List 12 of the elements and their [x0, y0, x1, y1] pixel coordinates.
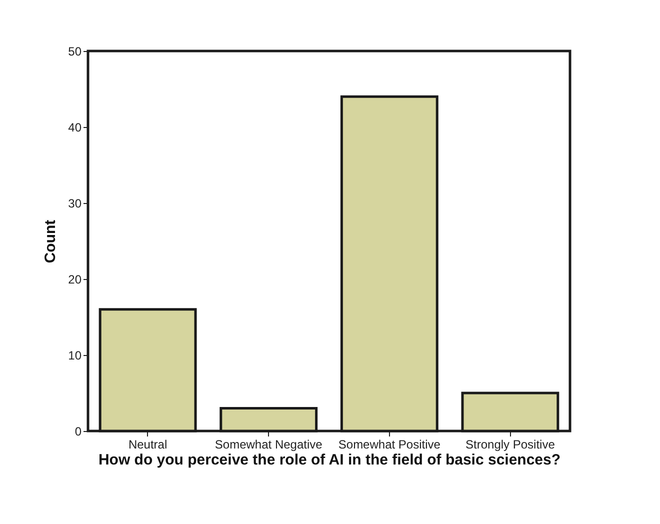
y-tick-label: 50 [68, 44, 82, 58]
y-tick-label: 10 [68, 348, 82, 362]
x-axis-title: How do you perceive the role of AI in the field of basic sciences? [98, 452, 561, 468]
y-tick-label: 20 [68, 272, 82, 286]
y-axis-title: Count [42, 220, 60, 264]
x-tick-label: Strongly Positive [466, 438, 556, 452]
x-tick-label: Neutral [128, 438, 168, 452]
y-tick-label: 40 [68, 120, 82, 134]
x-tick-label: Somewhat Positive [338, 438, 441, 452]
x-tick-label: Somewhat Negative [214, 438, 323, 452]
y-tick-label: 0 [74, 424, 82, 438]
y-tick-label: 30 [68, 196, 82, 210]
